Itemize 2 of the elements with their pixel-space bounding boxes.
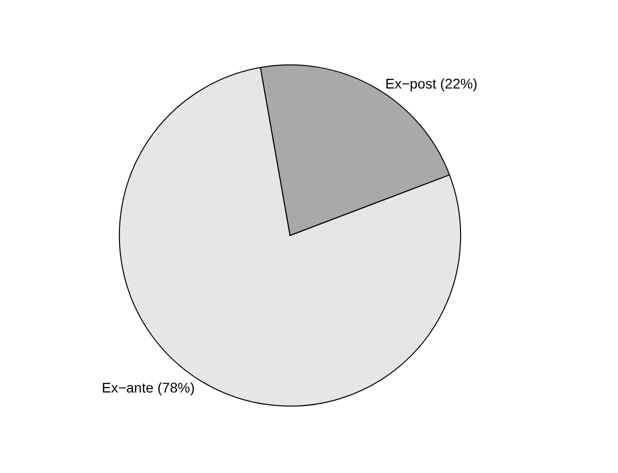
slice-label: Ex−ante (78%) (102, 379, 195, 396)
slice-label: Ex−post (22%) (385, 76, 478, 92)
